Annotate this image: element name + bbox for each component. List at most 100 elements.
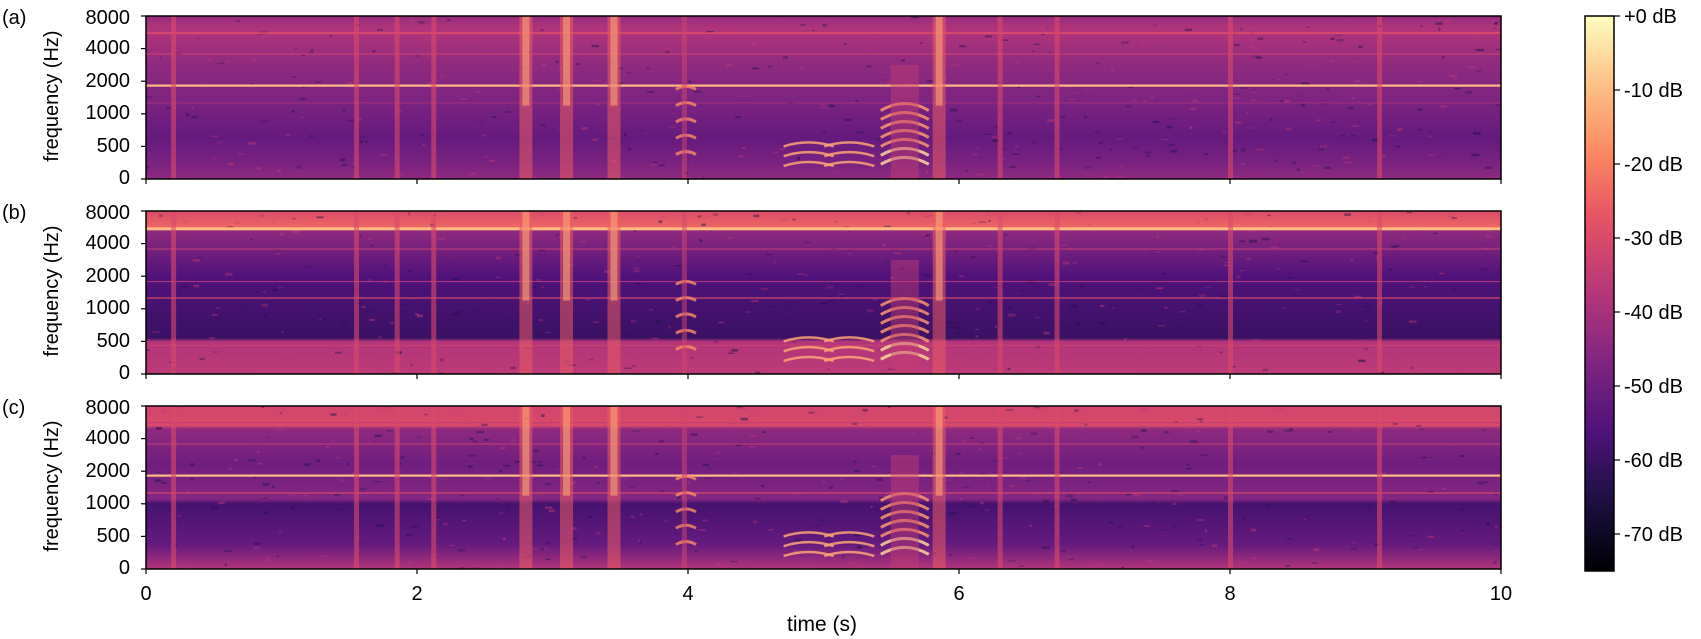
event-burst (519, 211, 533, 374)
xtick-label-6: 6 (953, 583, 964, 605)
event-burst (519, 16, 533, 179)
colorbar-tick-label: -10 dB (1624, 80, 1683, 102)
yticks-panel-c: 8000 4000 2000 1000 500 0 (86, 397, 131, 579)
panel-frame (145, 15, 1502, 180)
spectrogram-panel-a (141, 15, 1502, 184)
event-tonal (823, 141, 875, 168)
event-burst (519, 406, 533, 569)
ytick-label-a-8000: 8000 (86, 7, 131, 29)
event-click (394, 406, 400, 569)
panel-b: (b) frequency (Hz) 8000 4000 2000 1000 5… (2, 202, 1502, 384)
ytick-label-a-0: 0 (119, 167, 130, 189)
xtick-label-8: 8 (1224, 583, 1235, 605)
event-click (1054, 211, 1060, 374)
spectrogram-background (146, 16, 1501, 179)
event-harmonic (880, 259, 930, 374)
x-tick-labels: 0 2 4 6 8 10 (140, 583, 1512, 605)
spectrogram-panel-c (141, 405, 1502, 574)
tonal-line (146, 344, 1501, 347)
event-click (171, 406, 177, 569)
event-click (1377, 16, 1383, 179)
event-click (1228, 406, 1233, 569)
colorbar-tick-label: -50 dB (1624, 376, 1683, 398)
ytick-label-b-1000: 1000 (86, 297, 131, 319)
x-axis-label: time (s) (787, 613, 857, 636)
ylabel-panel-a: frequency (Hz) (41, 30, 63, 161)
colorbar-tick-label: -40 dB (1624, 302, 1683, 324)
tonal-line (146, 32, 1501, 34)
spectrogram-panel-b (141, 210, 1502, 379)
colorbar: +0 dB -10 dB -20 dB -30 dB -40 dB -50 dB -60 d… (1584, 6, 1683, 572)
event-click (431, 406, 437, 569)
tonal-line (146, 492, 1501, 494)
xtick-label-10: 10 (1490, 583, 1512, 605)
tonal-line (146, 227, 1501, 231)
spectrogram-image (146, 406, 1501, 569)
ytick-label-b-8000: 8000 (86, 202, 131, 224)
colorbar-ticks: +0 dB -10 dB -20 dB -30 dB -40 dB -50 dB -60 d… (1614, 6, 1683, 546)
ytick-label-c-1000: 1000 (86, 492, 131, 514)
event-click (171, 211, 177, 374)
event-click (1228, 16, 1233, 179)
spectrogram-background (146, 406, 1501, 569)
xtick-label-4: 4 (682, 583, 693, 605)
event-click (354, 211, 360, 374)
ytick-label-a-4000: 4000 (86, 37, 131, 59)
panel-frame (145, 405, 1502, 570)
panel-frame (145, 210, 1502, 375)
spectrogram-background (146, 211, 1501, 374)
ytick-label-b-2000: 2000 (86, 265, 131, 287)
event-click (1377, 406, 1383, 569)
event-click (431, 211, 437, 374)
spectrogram-image (146, 16, 1501, 179)
tonal-line (146, 248, 1501, 250)
colorbar-tick-label: -20 dB (1624, 154, 1683, 176)
ylabel-panel-b: frequency (Hz) (41, 225, 63, 356)
ytick-label-b-500: 500 (97, 330, 130, 352)
ytick-label-b-0: 0 (119, 362, 130, 384)
colorbar-tick-label: -30 dB (1624, 228, 1683, 250)
tonal-line (146, 297, 1501, 299)
event-burst (932, 16, 946, 179)
yticks-panel-b: 8000 4000 2000 1000 500 0 (86, 202, 131, 384)
event-burst (607, 211, 621, 374)
colorbar-gradient (1584, 15, 1615, 572)
ylabel-panel-c: frequency (Hz) (41, 420, 63, 551)
event-tonal (823, 336, 875, 363)
event-burst (607, 16, 621, 179)
event-click (997, 16, 1003, 179)
event-harmonic (880, 64, 930, 179)
noise-texture (155, 406, 1501, 569)
event-burst (607, 406, 621, 569)
event-burst (560, 406, 574, 569)
panel-label-c: (c) (2, 397, 25, 419)
xtick-label-0: 0 (140, 583, 151, 605)
colorbar-tick-label: +0 dB (1624, 6, 1677, 28)
event-burst (932, 406, 946, 569)
colorbar-tick-label: -60 dB (1624, 450, 1683, 472)
ytick-label-a-500: 500 (97, 135, 130, 157)
xtick-label-2: 2 (411, 583, 422, 605)
yticks-panel-a: 8000 4000 2000 1000 500 0 (86, 7, 131, 189)
panel-c: (c) frequency (Hz) 8000 4000 2000 1000 5… (2, 397, 1502, 579)
panel-label-a: (a) (2, 7, 26, 29)
ytick-label-c-8000: 8000 (86, 397, 131, 419)
tonal-line (146, 281, 1501, 283)
x-axis: 0 2 4 6 8 10 time (s) (140, 583, 1512, 636)
event-click (354, 406, 360, 569)
panel-label-b: (b) (2, 202, 26, 224)
ytick-label-b-4000: 4000 (86, 232, 131, 254)
event-click (1054, 16, 1060, 179)
tonal-line (146, 84, 1501, 87)
ytick-label-a-2000: 2000 (86, 70, 131, 92)
event-click (1054, 406, 1060, 569)
ytick-label-c-4000: 4000 (86, 427, 131, 449)
event-burst (560, 16, 574, 179)
ytick-label-c-500: 500 (97, 525, 130, 547)
event-click (997, 406, 1003, 569)
event-burst (932, 211, 946, 374)
ytick-label-a-1000: 1000 (86, 102, 131, 124)
event-click (394, 211, 400, 374)
tonal-line (146, 53, 1501, 55)
